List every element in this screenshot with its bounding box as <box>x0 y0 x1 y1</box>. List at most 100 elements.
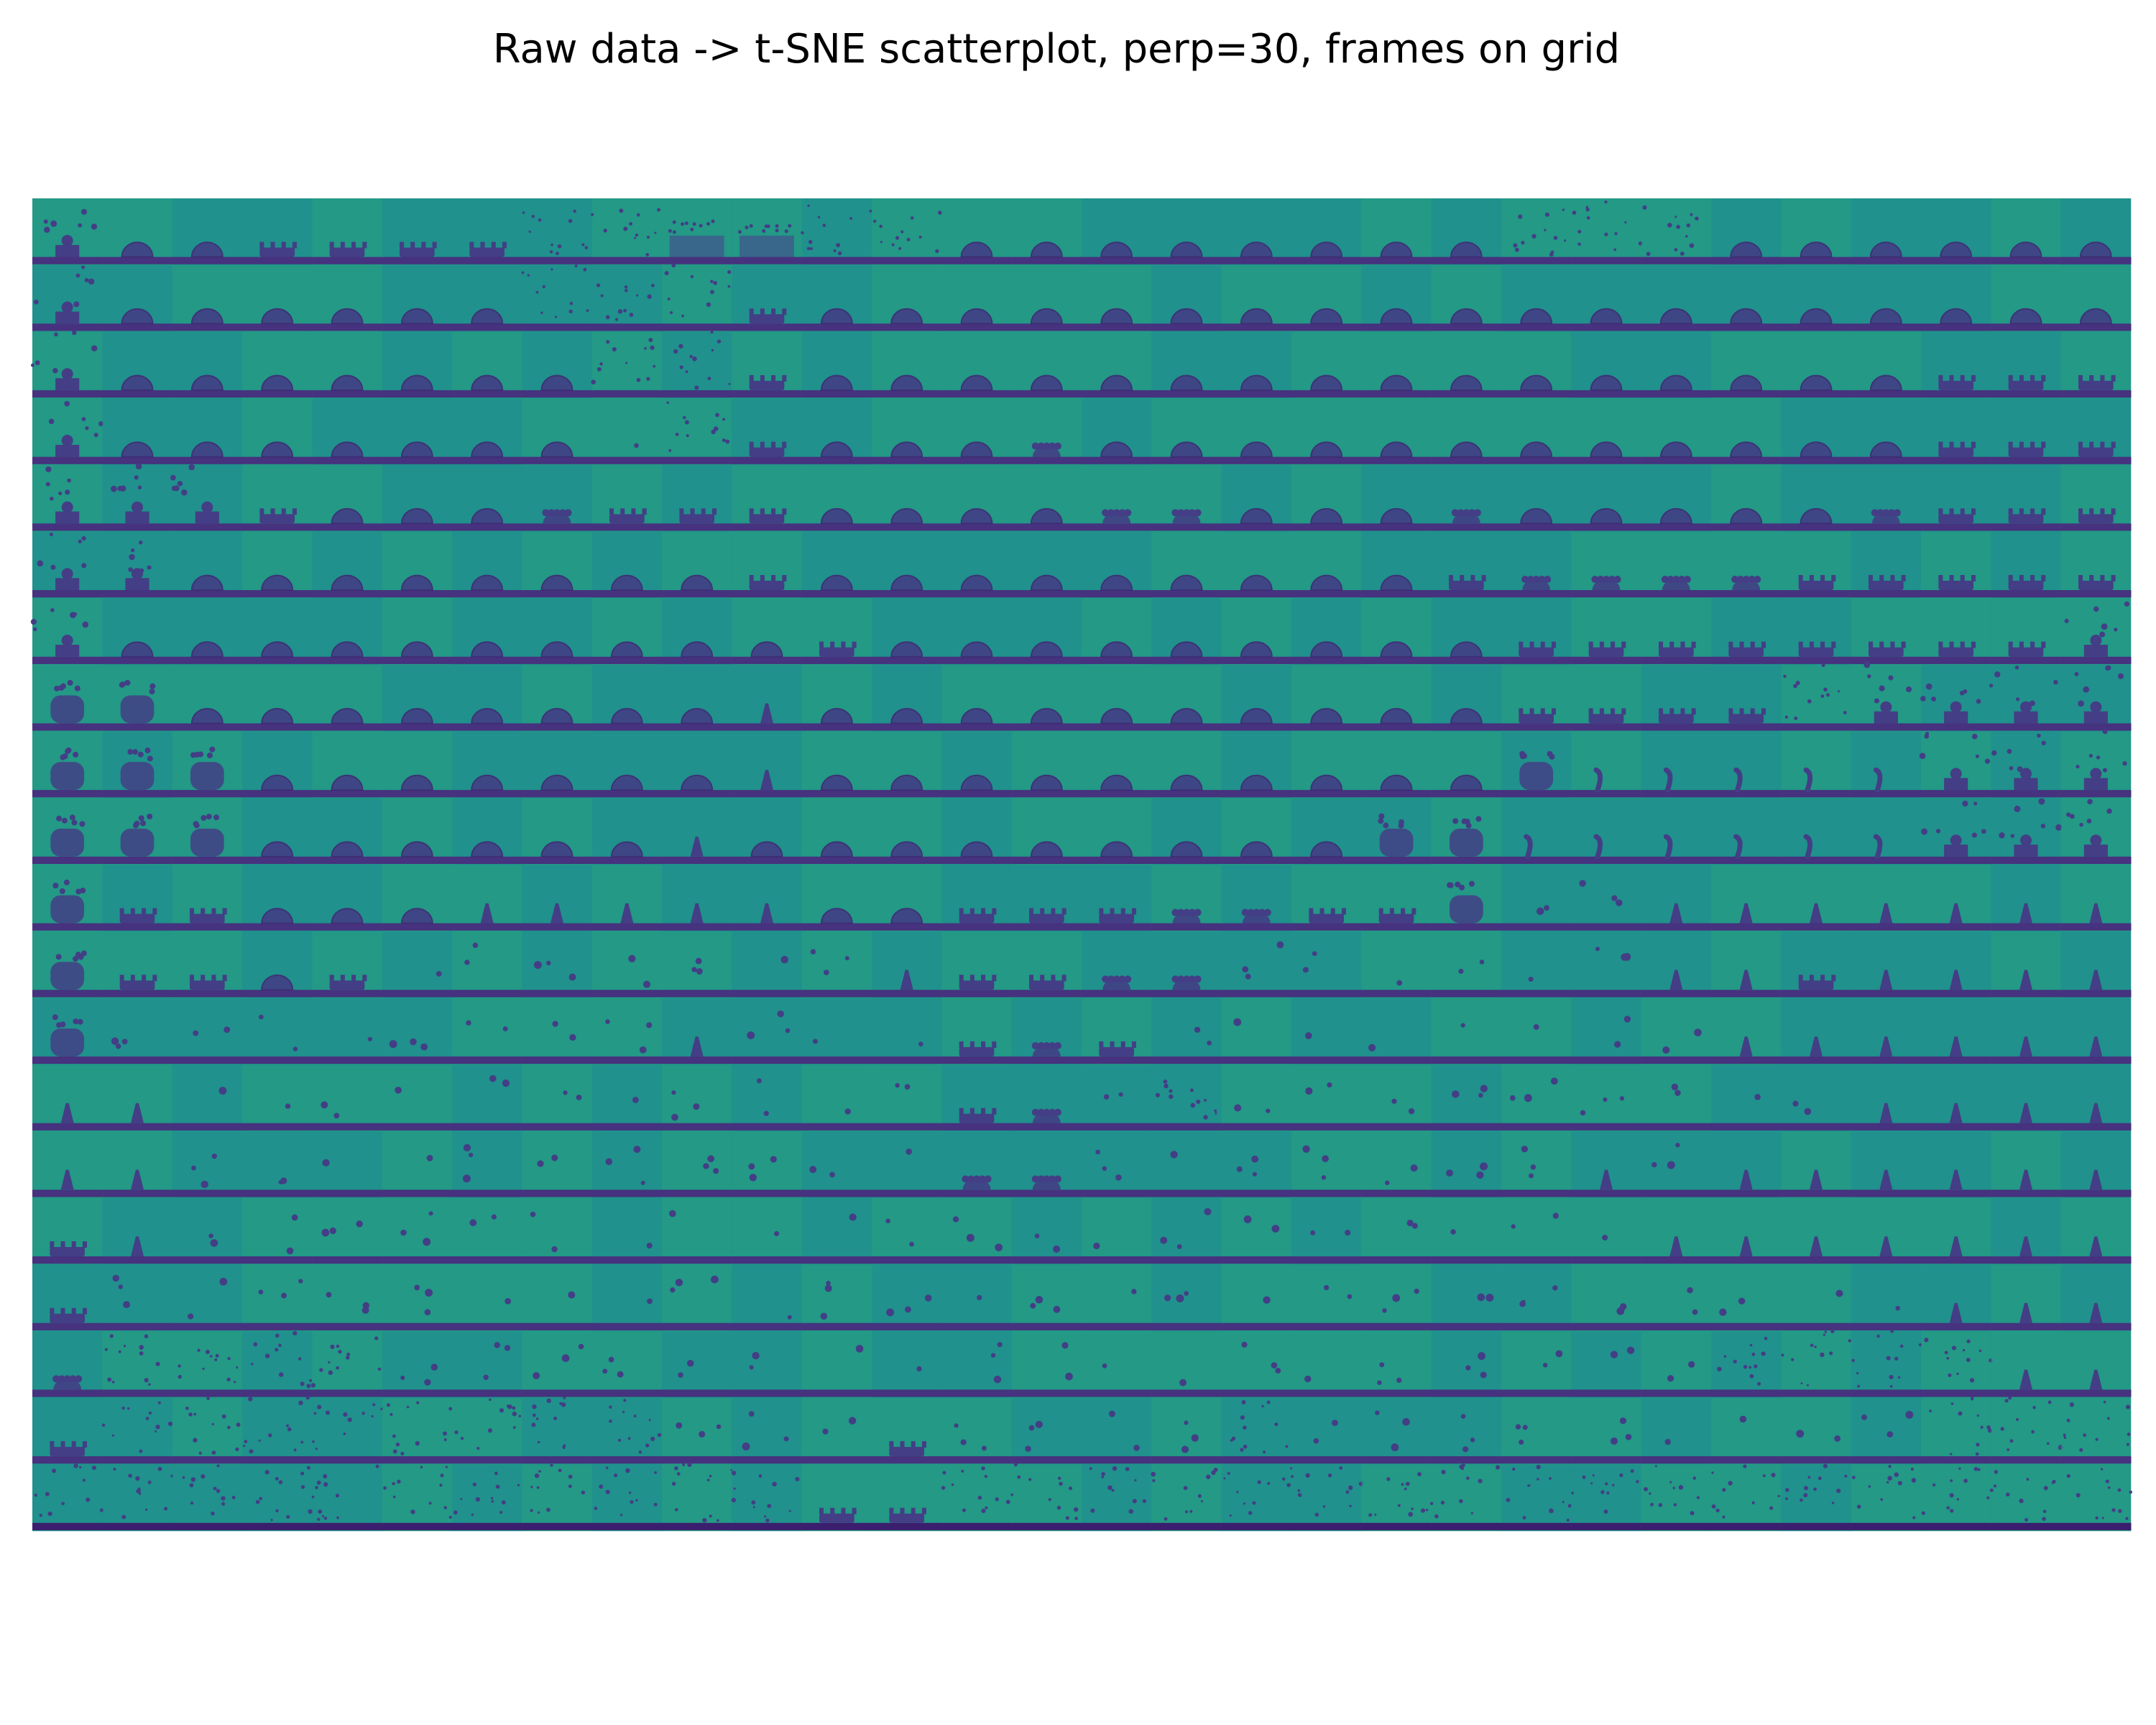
frame-17-8 <box>591 1330 663 1399</box>
frame-14-7 <box>522 1131 593 1198</box>
frame-16-14 <box>1011 1264 1082 1332</box>
frame-16-3 <box>242 1264 313 1332</box>
frame-6-23 <box>1641 598 1712 666</box>
frame-19-10 <box>731 1464 803 1532</box>
frame-14-23 <box>1641 1131 1712 1198</box>
frame-0-5 <box>382 198 453 266</box>
frame-4-27 <box>1921 464 1991 532</box>
frame-3-7 <box>522 398 593 466</box>
frame-16-8 <box>591 1264 663 1332</box>
frame-17-3 <box>242 1330 313 1399</box>
frame-2-20 <box>1431 331 1502 399</box>
frame-1-13 <box>941 264 1013 332</box>
frame-19-8 <box>591 1464 663 1532</box>
frame-8-1 <box>102 731 173 799</box>
frame-16-12 <box>872 1264 942 1332</box>
frame-1-5 <box>382 264 453 332</box>
frame-15-20 <box>1431 1197 1502 1265</box>
frame-5-20 <box>1431 531 1502 599</box>
frame-2-0 <box>30 330 103 399</box>
frame-7-17 <box>1221 664 1292 732</box>
frame-3-26 <box>1851 398 1922 466</box>
frame-2-24 <box>1711 331 1782 399</box>
frame-4-17 <box>1221 464 1292 532</box>
frame-12-19 <box>1361 998 1432 1065</box>
frame-1-27 <box>1921 264 1991 332</box>
frame-2-12 <box>872 331 942 399</box>
frame-15-13 <box>941 1197 1013 1265</box>
frame-11-28 <box>1991 931 2062 998</box>
frame-10-25 <box>1781 865 1852 932</box>
frame-9-4 <box>312 798 383 865</box>
frame-10-10 <box>732 865 803 932</box>
frame-15-25 <box>1781 1197 1852 1265</box>
frame-13-9 <box>662 1064 732 1132</box>
frame-8-9 <box>662 731 732 799</box>
frame-4-13 <box>941 464 1013 532</box>
frame-12-9 <box>662 998 732 1065</box>
frame-5-24 <box>1711 531 1782 599</box>
frame-16-28 <box>1991 1264 2062 1332</box>
frame-7-24 <box>1711 664 1782 732</box>
frame-5-15 <box>1082 531 1152 599</box>
frame-13-21 <box>1501 1064 1572 1132</box>
frame-11-11 <box>801 931 872 998</box>
frame-5-13 <box>941 531 1013 599</box>
frame-5-22 <box>1571 531 1642 599</box>
frame-10-28 <box>1991 865 2062 932</box>
frame-11-14 <box>1011 931 1082 998</box>
frame-6-24 <box>1711 598 1782 666</box>
frame-16-18 <box>1291 1264 1362 1332</box>
frame-2-7 <box>522 331 593 399</box>
frame-4-20 <box>1431 464 1502 532</box>
frame-3-1 <box>102 398 173 466</box>
frame-2-28 <box>1991 331 2062 399</box>
frame-18-22 <box>1571 1397 1642 1465</box>
frame-12-27 <box>1921 998 1991 1065</box>
frame-2-17 <box>1221 331 1292 399</box>
frame-11-17 <box>1221 931 1292 998</box>
frame-17-14 <box>1011 1330 1082 1399</box>
frame-15-6 <box>452 1197 522 1265</box>
frame-18-15 <box>1082 1397 1152 1465</box>
frame-15-10 <box>732 1197 803 1265</box>
frame-5-3 <box>242 531 313 599</box>
frame-9-2 <box>172 798 243 865</box>
frame-3-12 <box>872 398 942 466</box>
frame-2-8 <box>591 331 663 399</box>
frame-1-0 <box>32 264 103 332</box>
frame-16-6 <box>452 1264 522 1332</box>
frame-11-9 <box>662 931 732 998</box>
frame-17-18 <box>1291 1330 1362 1399</box>
frame-18-4 <box>312 1397 384 1465</box>
frame-11-25 <box>1781 931 1852 998</box>
frame-11-4 <box>312 931 383 998</box>
frame-6-28 <box>1991 598 2062 666</box>
frame-2-3 <box>242 331 313 399</box>
frame-15-29 <box>2060 1197 2132 1265</box>
frame-17-0 <box>32 1330 103 1399</box>
frame-1-7 <box>521 264 593 332</box>
frame-12-20 <box>1431 998 1502 1065</box>
frame-19-19 <box>1361 1464 1432 1532</box>
frame-14-5 <box>382 1131 453 1198</box>
frame-0-21 <box>1501 198 1572 266</box>
frame-18-2 <box>172 1397 243 1465</box>
frame-1-19 <box>1361 264 1432 332</box>
frame-11-13 <box>941 931 1013 998</box>
frame-12-14 <box>1011 998 1082 1065</box>
frame-13-23 <box>1641 1064 1712 1132</box>
frame-7-28 <box>1989 664 2062 732</box>
frame-13-16 <box>1151 1064 1222 1132</box>
frame-17-27 <box>1921 1330 1993 1399</box>
frame-5-11 <box>801 531 872 599</box>
frame-6-3 <box>242 598 313 666</box>
frame-9-7 <box>522 798 593 865</box>
frame-7-3 <box>242 664 313 732</box>
frame-0-10 <box>732 198 803 266</box>
frame-6-17 <box>1221 598 1292 666</box>
frame-7-22 <box>1571 664 1642 732</box>
frame-10-2 <box>172 865 243 932</box>
